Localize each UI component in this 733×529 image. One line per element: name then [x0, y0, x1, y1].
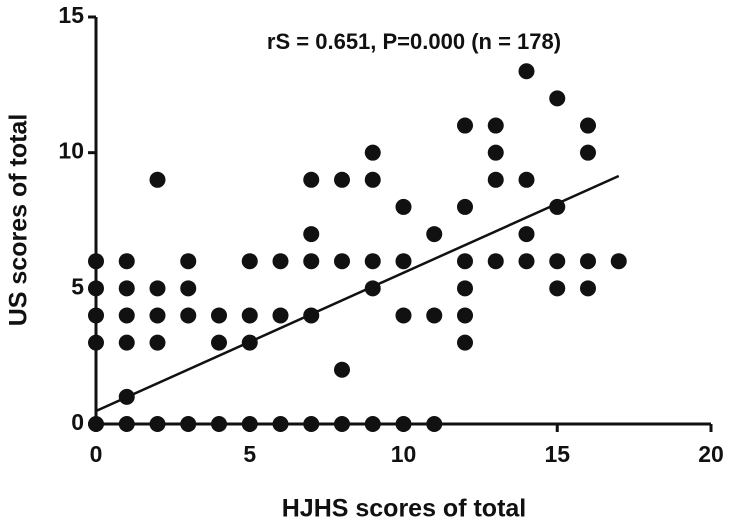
- point: [426, 416, 443, 432]
- point: [395, 307, 412, 324]
- point: [457, 334, 473, 351]
- point: [580, 253, 596, 270]
- point: [457, 307, 473, 324]
- x-tick-label: 15: [544, 441, 570, 467]
- point: [518, 226, 535, 243]
- point: [518, 63, 535, 80]
- point: [88, 253, 104, 270]
- x-tick-label: 5: [243, 441, 256, 467]
- point: [272, 253, 289, 270]
- point: [241, 307, 258, 324]
- point: [303, 416, 320, 432]
- point: [457, 117, 473, 134]
- point: [211, 416, 227, 432]
- point: [457, 280, 473, 297]
- point: [457, 253, 473, 270]
- point: [118, 416, 135, 432]
- point: [180, 253, 197, 270]
- y-axis-title: US scores of total: [5, 114, 33, 327]
- point: [549, 253, 566, 270]
- point: [549, 90, 566, 107]
- x-tick-label: 20: [698, 441, 724, 467]
- point: [118, 253, 135, 270]
- point: [88, 307, 104, 324]
- y-tick-label: 15: [58, 2, 84, 28]
- point: [395, 253, 412, 270]
- y-tick-label: 5: [71, 273, 84, 299]
- point: [241, 416, 258, 432]
- x-axis-title: HJHS scores of total: [282, 495, 527, 523]
- point: [211, 307, 227, 324]
- point: [518, 253, 535, 270]
- point: [180, 416, 197, 432]
- point: [334, 361, 350, 378]
- point: [580, 144, 596, 161]
- point: [364, 253, 381, 270]
- point: [580, 280, 596, 297]
- annotation: rS = 0.651, P=0.000 (n = 178): [267, 29, 561, 54]
- point: [149, 171, 166, 188]
- point: [487, 144, 504, 161]
- point: [149, 280, 166, 297]
- point: [149, 416, 166, 432]
- point: [272, 416, 289, 432]
- point: [118, 307, 135, 324]
- point: [211, 334, 227, 351]
- point: [334, 171, 350, 188]
- y-tick-label: 0: [71, 409, 84, 435]
- point: [364, 416, 381, 432]
- point: [395, 416, 412, 432]
- x-tick-label: 10: [391, 441, 417, 467]
- point: [118, 280, 135, 297]
- point: [457, 198, 473, 215]
- point: [149, 307, 166, 324]
- point: [180, 307, 197, 324]
- point: [180, 280, 197, 297]
- point: [88, 416, 104, 432]
- point: [549, 280, 566, 297]
- point: [610, 253, 627, 270]
- point: [580, 117, 596, 134]
- y-tick-label: 10: [58, 138, 84, 164]
- point: [364, 144, 381, 161]
- point: [303, 226, 320, 243]
- point: [241, 253, 258, 270]
- point: [272, 307, 289, 324]
- point: [426, 307, 443, 324]
- point: [334, 253, 350, 270]
- point: [303, 171, 320, 188]
- fit-line: [95, 174, 620, 413]
- point: [88, 334, 104, 351]
- point: [149, 334, 166, 351]
- point: [426, 226, 443, 243]
- point: [487, 253, 504, 270]
- point: [303, 253, 320, 270]
- point: [118, 334, 135, 351]
- point: [395, 198, 412, 215]
- point: [518, 171, 535, 188]
- x-tick-label: 0: [90, 441, 103, 467]
- point: [334, 416, 350, 432]
- point: [487, 117, 504, 134]
- point: [364, 171, 381, 188]
- point: [487, 171, 504, 188]
- point: [88, 280, 104, 297]
